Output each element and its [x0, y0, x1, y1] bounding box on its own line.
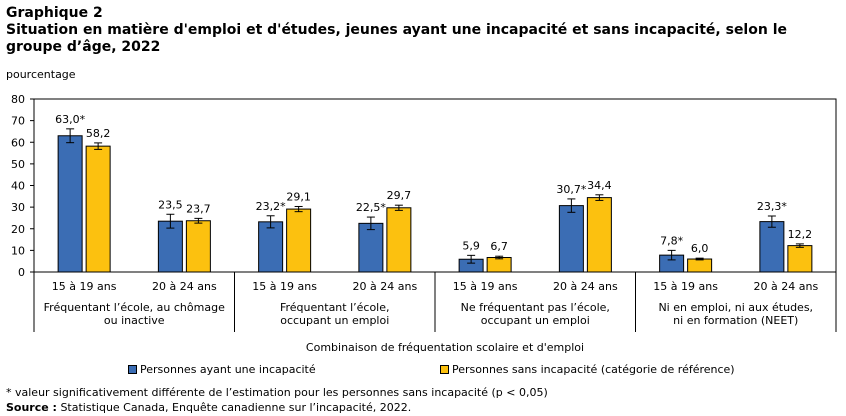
source-label: Source :: [6, 401, 57, 414]
group-label-line: ni en formation (NEET): [673, 314, 798, 327]
data-label: 23,5: [158, 198, 183, 211]
legend-swatch-with-disability: [128, 365, 137, 374]
bar: [286, 208, 312, 273]
bar: [787, 245, 813, 273]
bar: [157, 220, 183, 273]
y-tick-label: 10: [11, 244, 25, 257]
bar: [358, 222, 384, 273]
bar: [57, 135, 83, 273]
bar: [258, 221, 284, 273]
bar: [759, 221, 785, 273]
x-tick-label: 20 à 24 ans: [353, 280, 418, 293]
plot-area-frame: [33, 98, 837, 273]
data-label: 29,1: [286, 190, 311, 203]
data-label: 58,2: [86, 127, 111, 140]
y-tick-label: 50: [11, 158, 25, 171]
x-tick-label: 15 à 19 ans: [252, 280, 317, 293]
data-label: 5,9: [462, 239, 480, 252]
bar: [85, 145, 111, 273]
data-label: 29,7: [387, 189, 412, 202]
source-text: Statistique Canada, Enquête canadienne s…: [56, 401, 412, 414]
group-label-line: Fréquentant l’école, au chômage: [44, 301, 225, 314]
y-tick-label: 30: [11, 201, 25, 214]
bar: [386, 207, 412, 273]
x-axis-title: Combinaison de fréquentation scolaire et…: [306, 341, 584, 354]
bar: [586, 197, 612, 273]
group-label: Ni en emploi, ni aux études, ni en format…: [658, 301, 813, 327]
bar-chart: 0 10 20 30 40 50 60 70 80 63,0*58,2 15 à 19 ans 23,…: [11, 93, 837, 354]
chart-title: Situation en matière d'emploi et d'étude…: [6, 22, 787, 55]
group-label-line: Ni en emploi, ni aux études,: [658, 301, 813, 314]
group-label-line: Ne fréquentant pas l’école,: [461, 301, 610, 314]
bar: [486, 257, 512, 273]
group-label: Ne fréquentant pas l’école, occupant un e…: [461, 301, 610, 327]
x-tick-label: 15 à 19 ans: [653, 280, 718, 293]
y-tick-label: 60: [11, 136, 25, 149]
legend-item-without-disability: Personnes sans incapacité (catégorie de …: [440, 363, 735, 376]
y-tick-label: 80: [11, 93, 25, 106]
data-label: 7,8*: [660, 234, 683, 247]
x-tick-label: 20 à 24 ans: [754, 280, 819, 293]
chart-number: Graphique 2: [6, 5, 103, 21]
legend-swatch-without-disability: [440, 365, 449, 374]
x-tick-label: 20 à 24 ans: [553, 280, 618, 293]
bar: [558, 205, 584, 273]
data-label: 34,4: [587, 179, 612, 192]
data-label: 12,2: [788, 228, 813, 241]
legend-item-with-disability: Personnes ayant une incapacité: [128, 363, 316, 376]
legend-label-without-disability: Personnes sans incapacité (catégorie de …: [452, 363, 735, 376]
x-tick-label: 15 à 19 ans: [52, 280, 117, 293]
significance-note: * valeur significativement différente de…: [6, 386, 548, 399]
data-label: 23,7: [186, 202, 211, 215]
source-note: Source : Statistique Canada, Enquête can…: [6, 401, 411, 414]
x-tick-label: 20 à 24 ans: [152, 280, 217, 293]
group-label: Fréquentant l’école, occupant un emploi: [280, 301, 390, 327]
y-tick-label: 20: [11, 223, 25, 236]
data-label: 6,7: [490, 240, 508, 253]
data-label: 23,3*: [757, 200, 787, 213]
data-label: 30,7*: [556, 183, 586, 196]
bar: [185, 220, 211, 273]
y-tick-label: 0: [18, 266, 25, 279]
group-label-line: ou inactive: [104, 314, 165, 327]
data-label: 63,0*: [55, 113, 85, 126]
data-label: 23,2*: [256, 200, 286, 213]
legend-label-with-disability: Personnes ayant une incapacité: [140, 363, 316, 376]
data-label: 6,0: [691, 242, 709, 255]
y-tick-label: 40: [11, 180, 25, 193]
x-tick-label: 15 à 19 ans: [453, 280, 518, 293]
data-label: 22,5*: [356, 201, 386, 214]
bar: [687, 258, 713, 273]
group-label-line: Fréquentant l’école,: [280, 301, 390, 314]
group-label-line: occupant un emploi: [280, 314, 389, 327]
group-label: Fréquentant l’école, au chômage ou inacti…: [44, 301, 225, 327]
y-tick-label: 70: [11, 115, 25, 128]
group-label-line: occupant un emploi: [481, 314, 590, 327]
y-axis-unit-label: pourcentage: [6, 68, 76, 81]
